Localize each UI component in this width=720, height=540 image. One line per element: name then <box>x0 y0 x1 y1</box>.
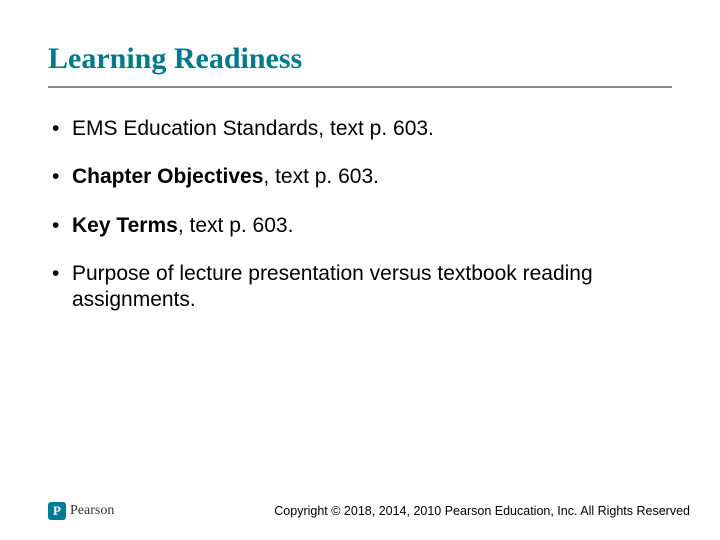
footer: P Pearson Copyright © 2018, 2014, 2010 P… <box>48 502 690 520</box>
logo-brand-text: Pearson <box>70 503 114 519</box>
bullet-item: Purpose of lecture presentation versus t… <box>48 261 672 314</box>
bullet-text: EMS Education Standards, text p. 603. <box>72 117 434 140</box>
bullet-text: , text p. 603. <box>263 165 379 188</box>
bullet-text: Purpose of lecture presentation versus t… <box>72 262 593 311</box>
bullet-item: Key Terms, text p. 603. <box>48 213 672 239</box>
slide-title: Learning Readiness <box>48 42 672 76</box>
bullet-item: Chapter Objectives, text p. 603. <box>48 164 672 190</box>
bullet-list: EMS Education Standards, text p. 603. Ch… <box>48 116 672 313</box>
bullet-bold: Chapter Objectives <box>72 165 263 188</box>
logo-mark-icon: P <box>48 502 66 520</box>
slide: Learning Readiness EMS Education Standar… <box>0 0 720 540</box>
bullet-bold: Key Terms <box>72 214 178 237</box>
bullet-item: EMS Education Standards, text p. 603. <box>48 116 672 142</box>
title-underline <box>48 86 672 88</box>
copyright-text: Copyright © 2018, 2014, 2010 Pearson Edu… <box>274 504 690 518</box>
bullet-text: , text p. 603. <box>178 214 294 237</box>
publisher-logo: P Pearson <box>48 502 114 520</box>
